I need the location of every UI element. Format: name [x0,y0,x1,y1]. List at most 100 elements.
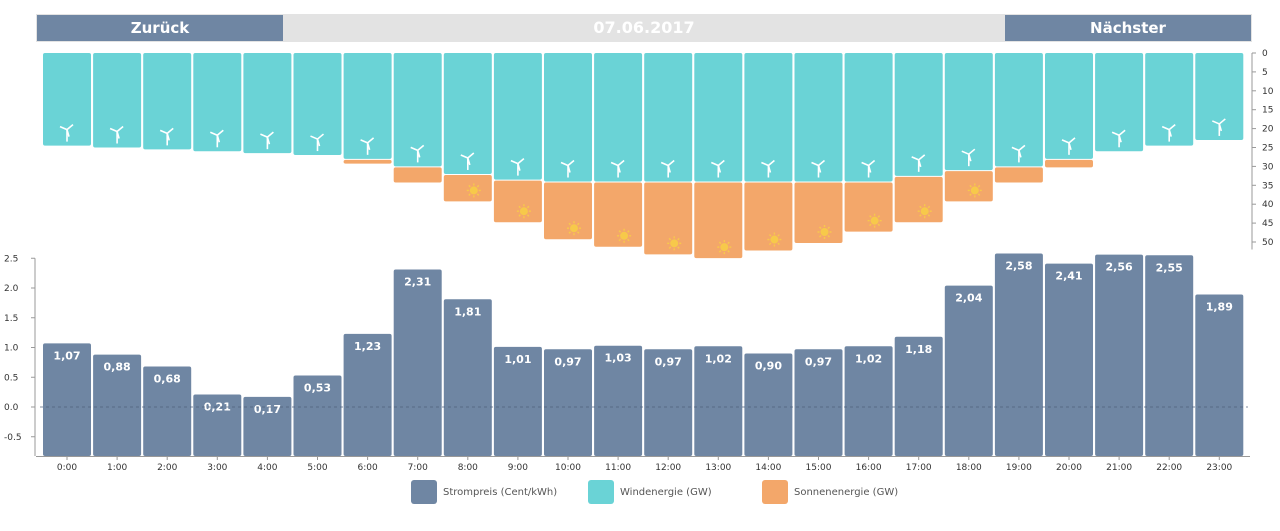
legend-label-windenergie: Windenergie (GW) [620,486,712,498]
legend-swatch-strompreis [411,480,437,504]
wind-bar [1045,53,1093,159]
solar-bar [744,182,793,251]
date-label: 07.06.2017 [593,18,695,37]
x-tick-label: 0:00 [57,463,77,473]
x-tick-label: 12:00 [655,463,681,473]
chart-legend: Strompreis (Cent/kWh) Windenergie (GW) S… [0,480,1280,504]
wind-bar [1145,53,1194,146]
x-tick-label: 7:00 [408,463,428,473]
price-data-label: 1,07 [53,349,80,362]
wind-bar [894,53,943,176]
solar-bar [944,171,993,202]
wind-bar [1195,53,1244,140]
price-data-label: 2,41 [1055,270,1082,283]
energy-y-tick-label: 45 [1262,219,1273,229]
price-bar [43,343,91,456]
price-y-tick-label: 0.5 [4,373,18,383]
solar-bar [694,182,743,259]
price-y-tick-label: 1.0 [4,344,19,354]
price-bar [744,353,793,456]
price-y-tick-label: -0.5 [4,433,22,443]
price-data-label: 1,23 [354,340,381,353]
energy-y-tick-label: 30 [1262,162,1274,172]
solar-bar [1045,159,1093,168]
legend-swatch-sonnenenergie [762,480,788,504]
x-tick-label: 23:00 [1206,463,1232,473]
solar-bar [894,176,943,223]
price-bar [994,253,1043,456]
x-tick-label: 18:00 [956,463,982,473]
price-data-label: 1,89 [1206,301,1233,314]
price-data-label: 0,21 [204,401,231,414]
x-tick-label: 2:00 [157,463,177,473]
energy-y-tick-label: 35 [1262,181,1273,191]
price-bar [1145,255,1194,456]
solar-bar [794,182,843,243]
price-data-label: 0,53 [304,381,331,394]
solar-bar [443,174,492,202]
previous-day-button[interactable]: Zurück [37,15,283,41]
price-bar [1095,254,1144,456]
price-data-label: 1,81 [454,305,481,318]
solar-bar [994,167,1043,183]
price-bar [393,269,442,456]
legend-item-windenergie: Windenergie (GW) [588,480,712,504]
legend-label-strompreis: Strompreis (Cent/kWh) [443,486,558,498]
price-y-tick-label: 1.5 [4,314,18,324]
x-tick-label: 14:00 [755,463,781,473]
price-bar [343,333,392,456]
price-data-label: 0,97 [805,355,832,368]
x-tick-label: 19:00 [1006,463,1032,473]
price-bar [443,299,492,456]
price-data-label: 2,56 [1106,261,1133,274]
x-tick-label: 3:00 [207,463,227,473]
x-tick-label: 11:00 [605,463,631,473]
wind-bar [293,53,342,156]
legend-item-sonnenenergie: Sonnenenergie (GW) [762,480,898,504]
price-y-tick-label: 2.5 [4,254,18,264]
wind-bar [243,53,292,154]
energy-y-tick-label: 10 [1262,87,1274,97]
energy-y-tick-label: 5 [1262,68,1268,78]
price-bar [944,285,993,456]
legend-swatch-windenergie [588,480,614,504]
price-data-label: 0,90 [755,359,782,372]
wind-bar [443,53,492,174]
energy-y-tick-label: 20 [1262,125,1274,135]
solar-bar [594,182,643,247]
price-bar [143,366,192,456]
price-data-label: 0,97 [655,355,682,368]
wind-bar [1095,53,1144,152]
x-tick-label: 9:00 [508,463,528,473]
legend-item-strompreis: Strompreis (Cent/kWh) [411,480,557,504]
x-tick-label: 21:00 [1106,463,1132,473]
solar-bar [343,159,392,164]
price-bar [794,349,843,456]
wind-bar [143,53,192,150]
next-day-button[interactable]: Nächster [1005,15,1251,41]
price-bar [594,345,643,456]
price-data-label: 1,02 [705,352,732,365]
solar-bar [644,182,693,255]
price-data-label: 2,31 [404,276,431,289]
x-tick-label: 8:00 [458,463,478,473]
energy-y-tick-label: 50 [1262,238,1274,248]
price-bar [193,394,242,456]
energy-y-tick-label: 15 [1262,106,1273,116]
x-tick-label: 13:00 [705,463,731,473]
price-y-tick-label: 2.0 [4,284,19,294]
wind-bar [544,53,592,182]
x-tick-label: 1:00 [107,463,127,473]
x-tick-label: 17:00 [906,463,932,473]
energy-y-tick-label: 25 [1262,144,1273,154]
price-data-label: 2,58 [1005,259,1032,272]
price-y-tick-label: 0.0 [4,403,19,413]
price-data-label: 2,04 [955,292,982,305]
x-tick-label: 6:00 [357,463,377,473]
price-data-label: 1,18 [905,343,932,356]
price-bar [493,346,542,456]
price-bar [694,346,743,456]
wind-bar [944,53,993,171]
price-bar [93,354,142,456]
